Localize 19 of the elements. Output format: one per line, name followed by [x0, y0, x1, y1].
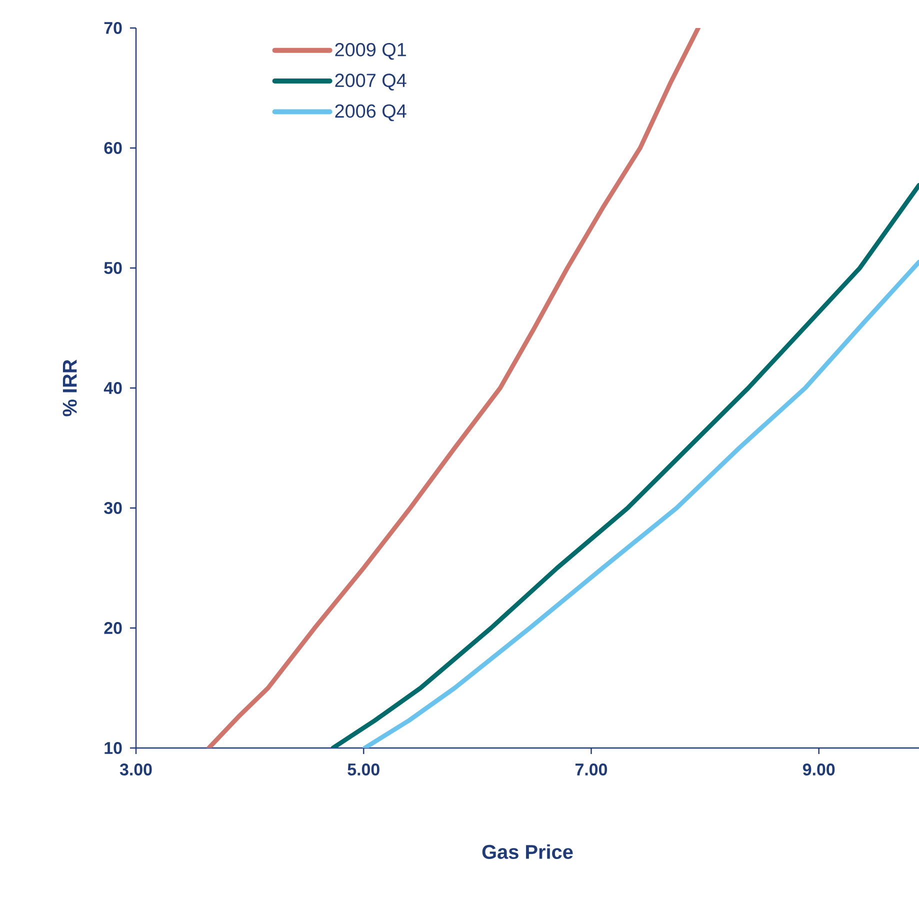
legend-label: 2007 Q4 [335, 74, 406, 90]
x-tick-label: 9.00 [802, 764, 835, 776]
x-tick-label: 7.00 [575, 764, 608, 776]
legend-label: 2009 Q1 [335, 42, 406, 60]
y-tick-label: 10 [104, 742, 122, 754]
y-tick-label: 60 [104, 142, 122, 154]
y-tick-label: 70 [104, 22, 122, 34]
y-tick-label: 20 [104, 622, 122, 634]
y-tick-label: 40 [104, 382, 122, 394]
y-tick-label: 30 [104, 502, 122, 514]
x-tick-label: 5.00 [348, 764, 380, 776]
legend-label: 2006 Q4 [335, 104, 406, 122]
y-tick-label: 50 [104, 262, 122, 274]
line-series [330, 182, 919, 748]
line-series [206, 28, 700, 748]
x-axis-title: Gas Price [482, 844, 573, 859]
y-axis-title: % IRR [62, 360, 77, 416]
x-tick-label: 3.00 [120, 764, 152, 776]
line-series [362, 260, 919, 748]
